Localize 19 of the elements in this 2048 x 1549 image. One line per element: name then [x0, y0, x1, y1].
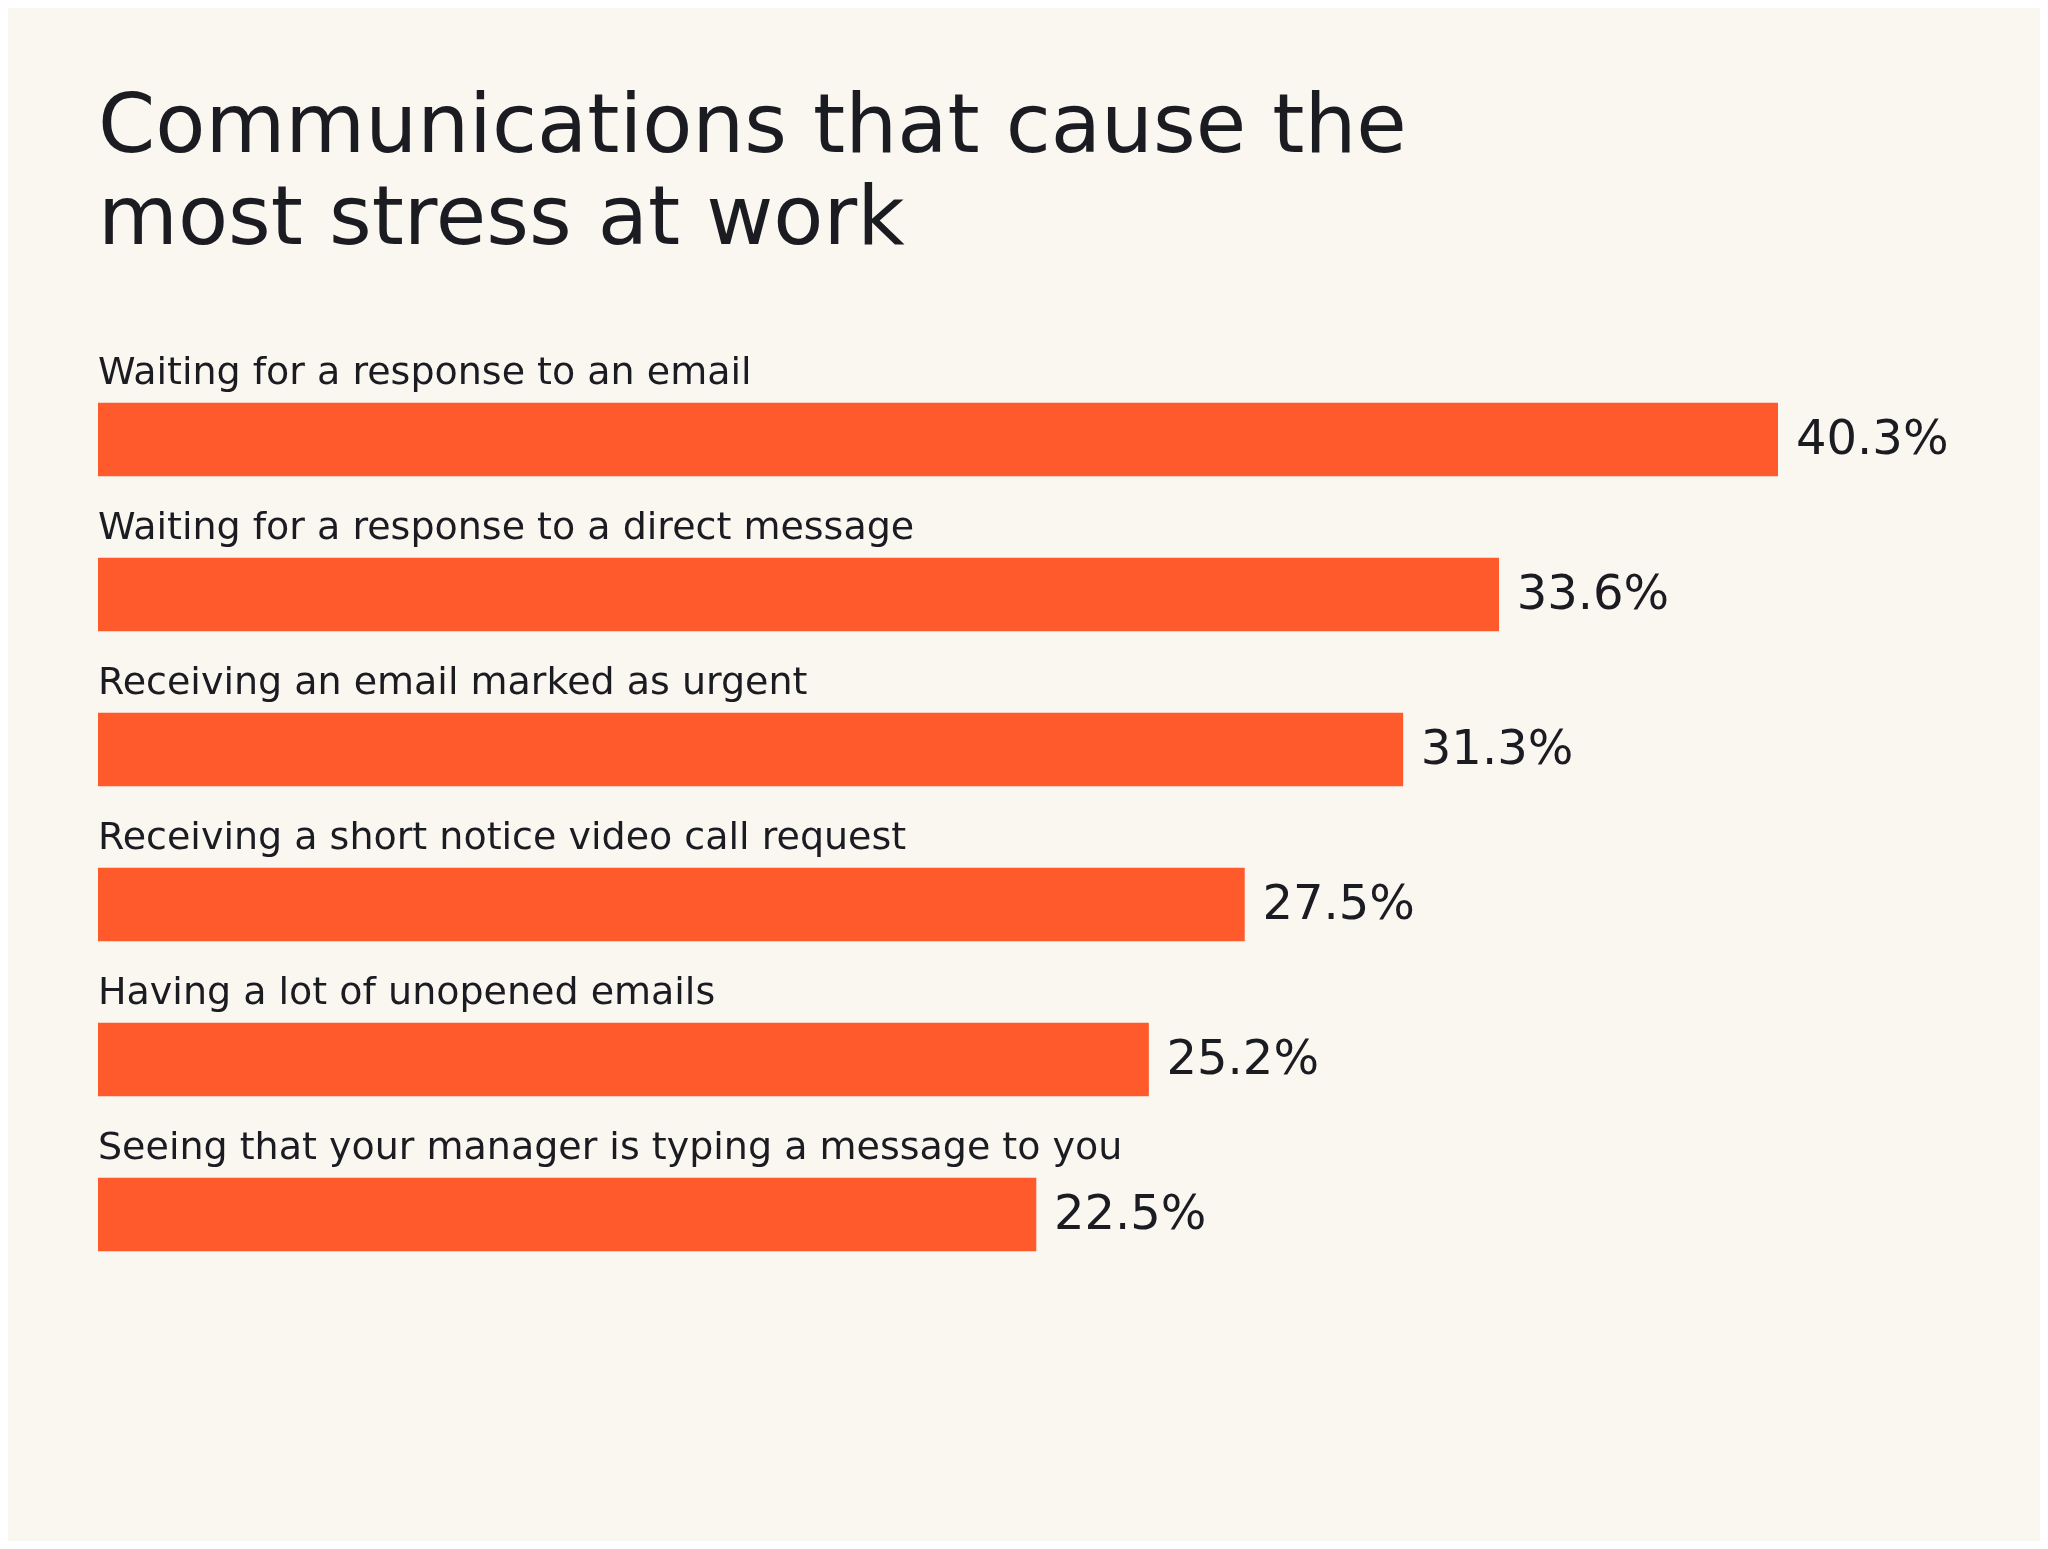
y-tick-label: Waiting for a response to a direct message	[98, 503, 915, 548]
data-label: 33.6%	[1516, 563, 1670, 620]
bar	[98, 557, 1500, 631]
bar	[98, 402, 1778, 476]
bar	[98, 712, 1404, 786]
y-tick-label: Receiving a short notice video call request	[98, 813, 907, 858]
bar	[98, 1177, 1037, 1251]
chart-title: Communications that cause the most stress at work	[97, 75, 1408, 265]
data-label: 25.2%	[1166, 1028, 1320, 1085]
bar	[98, 867, 1245, 941]
y-tick-label: Having a lot of unopened emails	[98, 968, 716, 1013]
data-label: 31.3%	[1420, 718, 1574, 775]
data-label: 40.3%	[1796, 408, 1949, 465]
y-tick-label: Waiting for a response to an email	[98, 348, 752, 393]
data-label: 22.5%	[1053, 1183, 1207, 1240]
bar	[98, 1022, 1149, 1096]
data-label: 27.5%	[1262, 873, 1415, 930]
y-tick-label: Receiving an email marked as urgent	[98, 658, 808, 703]
y-tick-label: Seeing that your manager is typing a message to you	[98, 1123, 1123, 1168]
